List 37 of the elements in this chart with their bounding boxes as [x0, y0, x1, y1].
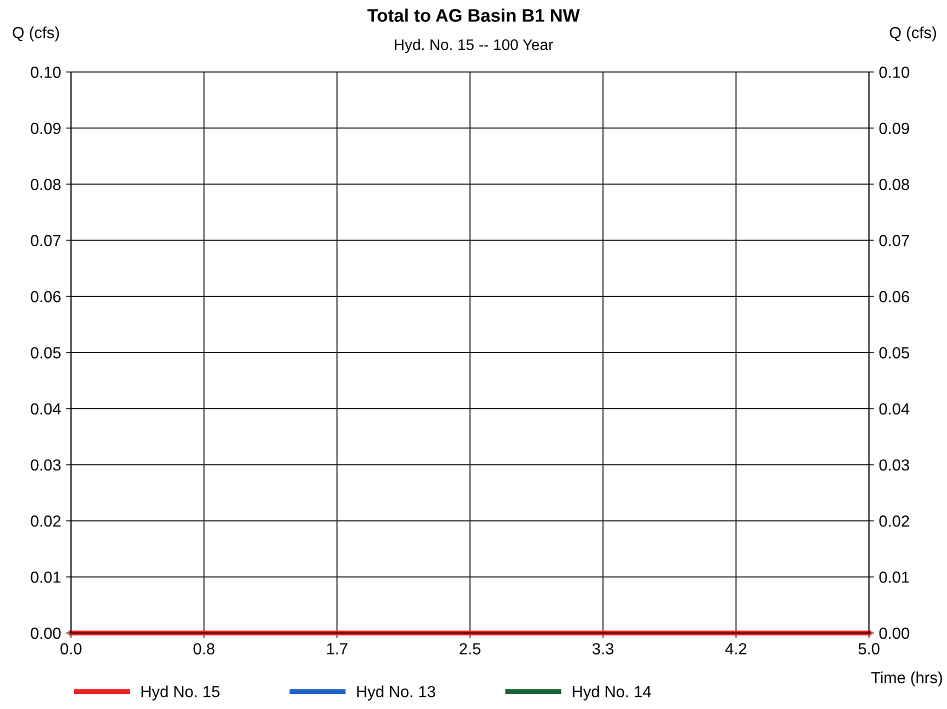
y-tick-label: 0.06	[30, 291, 61, 302]
y-tick-label: 0.10	[30, 66, 61, 78]
y-tick-label: 0.01	[30, 572, 60, 583]
chart-subtitle: Hyd. No. 15 -- 100 Year	[394, 38, 554, 54]
y-tick-label: 0.09	[30, 122, 61, 134]
y2-tick-label: 0.01	[879, 572, 910, 583]
x-tick-label: 5.0	[858, 643, 880, 654]
y-tick-label: 0.05	[30, 347, 61, 358]
y-axis-title: Q (cfs)	[12, 26, 59, 42]
y-tick-label: 0.08	[30, 178, 61, 190]
y-tick-label: 0.04	[30, 403, 61, 415]
y2-tick-label: 0.00	[879, 628, 910, 639]
x-axis-title: Time (hrs)	[871, 672, 942, 686]
legend-label: Hyd No. 13	[357, 686, 436, 700]
x-tick-label: 2.5	[460, 643, 480, 654]
x-tick-label: 4.2	[725, 643, 746, 654]
legend-label: Hyd No. 14	[572, 686, 652, 700]
y2-tick-label: 0.10	[879, 66, 910, 78]
x-tick-label: 0.0	[60, 643, 82, 654]
legend-label: Hyd No. 15	[142, 686, 220, 700]
y2-axis-title: Q (cfs)	[890, 26, 936, 42]
x-tick-label: 1.7	[327, 643, 348, 654]
y2-tick-label: 0.05	[879, 347, 910, 358]
x-tick-label: 0.8	[194, 643, 214, 654]
y-tick-label: 0.03	[30, 459, 61, 471]
y2-tick-label: 0.09	[879, 122, 910, 134]
chart-title: Total to AG Basin B1 NW	[367, 8, 580, 22]
x-tick-label: 3.3	[592, 643, 614, 654]
y2-tick-label: 0.08	[879, 178, 910, 190]
y-tick-label: 0.00	[30, 628, 61, 639]
y2-tick-label: 0.03	[879, 459, 910, 471]
y2-tick-label: 0.07	[879, 234, 910, 246]
y-tick-label: 0.02	[30, 515, 60, 527]
y2-tick-label: 0.04	[879, 403, 910, 415]
y2-tick-label: 0.06	[879, 291, 910, 302]
y2-tick-label: 0.02	[879, 515, 910, 527]
y-tick-label: 0.07	[30, 234, 60, 246]
